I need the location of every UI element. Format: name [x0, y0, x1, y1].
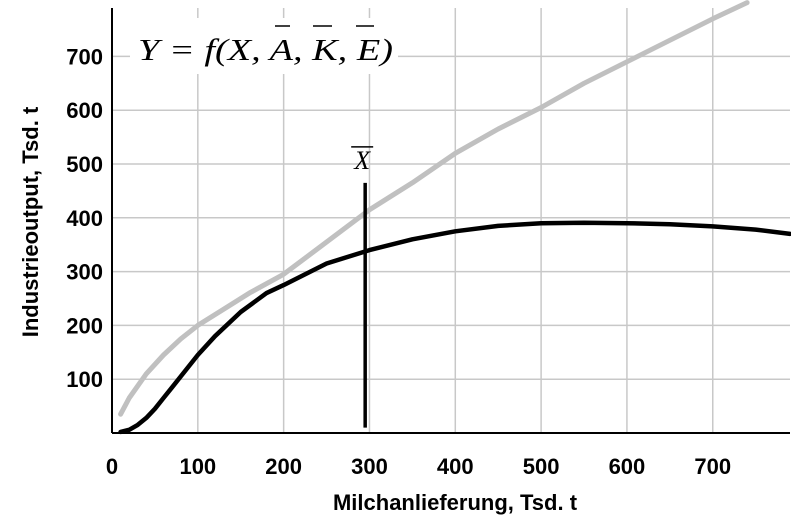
series-line-1	[118, 0, 750, 417]
y-tick-label-100: 100	[66, 367, 103, 392]
formula-background	[130, 18, 398, 74]
grid	[112, 8, 790, 433]
y-axis-title: Industrieoutput, Tsd. t	[18, 106, 43, 337]
tick-labels: 0 100 200 300 400 500 600 700 100 200 300 400 500 600…	[66, 44, 731, 479]
x-tick-label-0: 0	[106, 454, 118, 479]
x-tick-label-700: 700	[694, 454, 731, 479]
x-tick-label-200: 200	[265, 454, 302, 479]
x-axis-title: Milchanlieferung, Tsd. t	[333, 490, 578, 515]
marker-group: X	[351, 146, 374, 428]
marker-label: X	[353, 146, 371, 175]
series-line-2	[118, 220, 791, 435]
chart-annotation: Y = f(X, A, K, E)	[138, 32, 393, 67]
series-group	[118, 0, 791, 435]
x-tick-label-300: 300	[351, 454, 388, 479]
y-tick-label-300: 300	[66, 260, 103, 285]
x-tick-label-600: 600	[609, 454, 646, 479]
y-tick-label-700: 700	[66, 44, 103, 69]
x-tick-label-400: 400	[437, 454, 474, 479]
x-tick-label-500: 500	[523, 454, 560, 479]
x-tick-label-100: 100	[179, 454, 216, 479]
y-tick-label-200: 200	[66, 313, 103, 338]
axes	[111, 8, 790, 434]
y-tick-label-400: 400	[66, 206, 103, 231]
y-tick-label-600: 600	[66, 98, 103, 123]
y-tick-label-500: 500	[66, 152, 103, 177]
